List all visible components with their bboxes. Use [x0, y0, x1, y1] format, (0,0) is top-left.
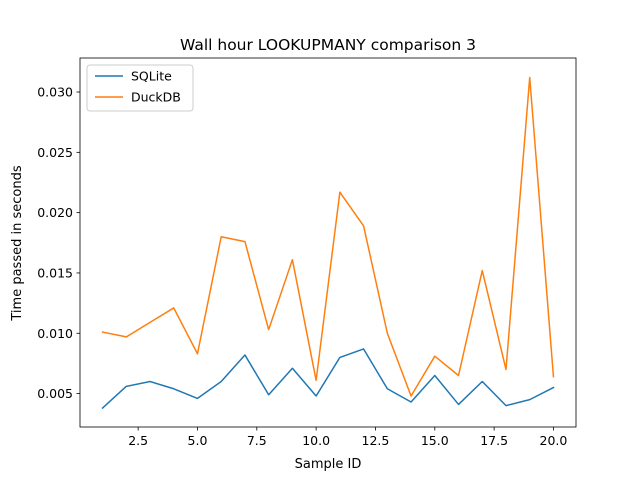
y-tick-label: 0.025 — [37, 145, 73, 160]
series-line-duckdb — [101, 76, 555, 397]
plot-area: 2.5 5.0 7.5 10.0 12.5 15.0 17.5 20.0 0.005 0.010 0… — [37, 57, 577, 448]
x-tick-label: 10.0 — [302, 433, 330, 448]
y-tick-label: 0.020 — [37, 205, 73, 220]
y-tick-label: 0.010 — [37, 326, 73, 341]
legend-label-sqlite: SQLite — [131, 69, 172, 84]
y-axis-label: Time passed in seconds — [10, 165, 25, 321]
series-line-sqlite — [101, 348, 555, 410]
x-tick-label: 20.0 — [540, 433, 568, 448]
axes-frame — [79, 57, 577, 428]
y-tick-label: 0.015 — [37, 265, 73, 280]
x-tick-label: 12.5 — [362, 433, 390, 448]
y-tick-label: 0.005 — [37, 386, 73, 401]
chart-title: Wall hour LOOKUPMANY comparison 3 — [180, 36, 476, 54]
x-tick-label: 5.0 — [188, 433, 208, 448]
x-tick-label: 15.0 — [421, 433, 449, 448]
x-tick-label: 7.5 — [247, 433, 267, 448]
x-axis-label: Sample ID — [295, 457, 362, 472]
x-tick-label: 17.5 — [480, 433, 508, 448]
x-tick-label: 2.5 — [128, 433, 148, 448]
legend-label-duckdb: DuckDB — [131, 90, 181, 105]
y-tick-label: 0.030 — [37, 85, 73, 100]
